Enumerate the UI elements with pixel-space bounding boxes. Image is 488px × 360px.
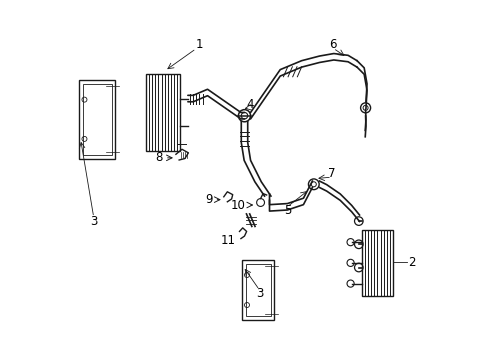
Text: 6: 6 xyxy=(328,39,336,51)
Text: 11: 11 xyxy=(220,234,235,247)
Text: 9: 9 xyxy=(204,193,212,206)
Text: 1: 1 xyxy=(195,39,203,51)
Text: 5: 5 xyxy=(284,204,291,217)
Text: 10: 10 xyxy=(231,198,245,212)
Text: 3: 3 xyxy=(90,215,97,228)
Text: 3: 3 xyxy=(255,287,263,300)
Text: 8: 8 xyxy=(155,151,163,165)
Text: 2: 2 xyxy=(407,256,415,269)
Text: 4: 4 xyxy=(245,98,253,111)
Text: 7: 7 xyxy=(327,167,335,180)
